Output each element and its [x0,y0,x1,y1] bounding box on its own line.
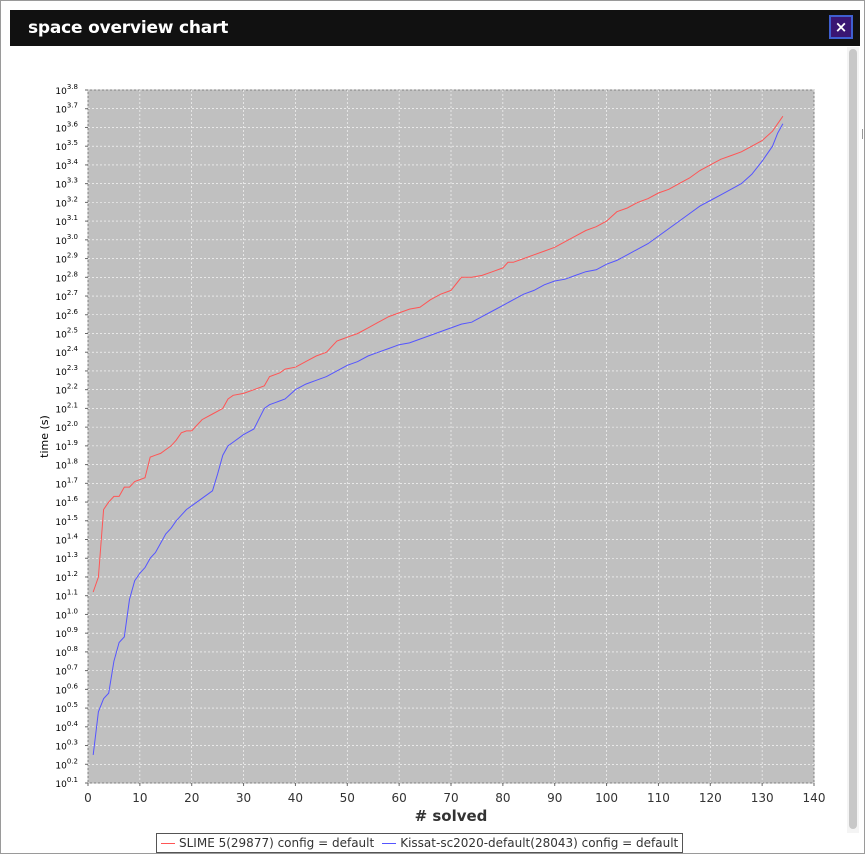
y-tick-label: 101.1 [55,589,78,603]
series-line-slime [92,115,784,593]
x-tick-label: 20 [184,791,199,805]
legend-item-slime: SLIME 5(29877) config = default [161,836,374,850]
grid-lines [87,89,815,784]
y-tick-label: 103.1 [55,214,78,228]
x-tick-label: 130 [751,791,774,805]
series-line-kissat [92,123,784,755]
y-tick-label: 102.2 [55,383,78,397]
x-tick-label: 10 [132,791,147,805]
y-tick-label: 101.2 [55,570,78,584]
y-tick-label: 100.9 [55,626,78,640]
close-icon[interactable]: × [829,15,853,39]
y-tick-label: 102.1 [55,401,78,415]
x-tick-label: 70 [443,791,458,805]
x-tick-label: 140 [803,791,826,805]
y-tick-label: 101.5 [55,514,78,528]
legend-item-kissat: Kissat-sc2020-default(28043) config = de… [382,836,678,850]
y-tick-label: 103.5 [55,139,78,153]
legend-swatch-kissat [382,842,397,844]
y-tick-label: 102.9 [55,252,78,266]
y-tick-label: 100.6 [55,682,78,696]
y-tick-label: 101.7 [55,476,78,490]
y-tick-label: 101.3 [55,551,78,565]
y-axis-ticks: 100.1 100.2 100.3 100.4 100.5 100.6 100.7 100.8… [55,83,88,790]
vertical-scrollbar[interactable] [847,47,859,833]
x-tick-label: 0 [84,791,92,805]
y-tick-label: 103.0 [55,233,78,247]
x-tick-label: 30 [236,791,251,805]
x-tick-label: 50 [340,791,355,805]
x-tick-label: 100 [595,791,618,805]
window-titlebar: space overview chart × [10,10,860,46]
series-lines [92,115,784,755]
y-tick-label: 102.3 [55,364,78,378]
x-tick-label: 60 [392,791,407,805]
y-tick-label: 103.6 [55,120,78,134]
x-axis-label: # solved [415,807,488,825]
scrollbar-thumb[interactable] [849,49,857,829]
y-tick-label: 103.2 [55,195,78,209]
y-tick-label: 103.3 [55,177,78,191]
y-tick-label: 102.7 [55,289,78,303]
y-tick-label: 101.6 [55,495,78,509]
legend-swatch-slime [161,842,175,844]
y-tick-label: 100.5 [55,701,78,715]
y-tick-label: 100.8 [55,645,78,659]
y-tick-label: 101.4 [55,533,78,547]
x-tick-label: 120 [699,791,722,805]
chart-legend: SLIME 5(29877) config = default Kissat-s… [156,833,684,853]
y-tick-label: 101.8 [55,458,78,472]
y-axis-label: time (s) [38,415,51,458]
y-tick-label: 103.4 [55,158,78,172]
legend-label-kissat: Kissat-sc2020-default(28043) config = de… [400,836,679,850]
y-tick-label: 102.6 [55,308,78,322]
window-title: space overview chart [28,18,229,38]
y-tick-label: 102.8 [55,270,78,284]
y-tick-label: 100.1 [55,776,78,790]
y-tick-label: 102.5 [55,326,78,340]
y-tick-label: 103.7 [55,102,78,116]
y-tick-label: 102.4 [55,345,78,359]
y-tick-label: 100.4 [55,720,78,734]
x-tick-label: 80 [495,791,510,805]
x-tick-label: 110 [647,791,670,805]
window-edge-marker [862,129,865,139]
legend-label-slime: SLIME 5(29877) config = default [179,836,375,850]
x-tick-label: 90 [547,791,562,805]
x-axis-ticks: 0 10 20 30 40 50 60 70 80 90 100 110 120 130 140 [84,783,825,805]
x-tick-label: 40 [288,791,303,805]
y-tick-label: 100.3 [55,739,78,753]
y-tick-label: 103.8 [55,83,78,97]
y-tick-label: 102.0 [55,420,78,434]
y-tick-label: 100.2 [55,757,78,771]
y-tick-label: 101.0 [55,607,78,621]
y-tick-label: 100.7 [55,664,78,678]
y-tick-label: 101.9 [55,439,78,453]
